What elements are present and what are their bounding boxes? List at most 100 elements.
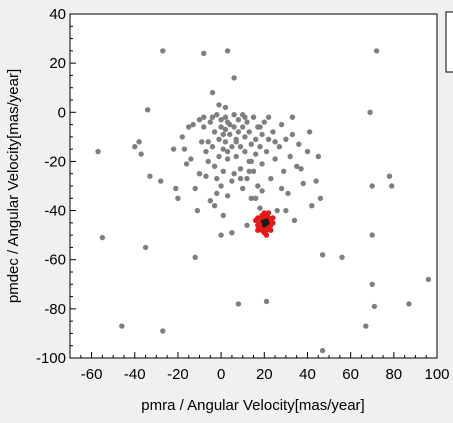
data-point bbox=[268, 175, 274, 182]
data-point bbox=[276, 144, 283, 150]
x-tick-label: 40 bbox=[299, 366, 316, 383]
data-point bbox=[201, 124, 207, 130]
data-point bbox=[222, 126, 229, 133]
data-point bbox=[246, 129, 252, 135]
data-point bbox=[406, 301, 412, 307]
data-point bbox=[363, 323, 369, 329]
data-point bbox=[298, 166, 304, 172]
data-point bbox=[242, 114, 248, 120]
data-point bbox=[389, 183, 395, 189]
data-point bbox=[220, 131, 226, 138]
data-point bbox=[147, 173, 153, 179]
data-point bbox=[274, 207, 280, 214]
data-point bbox=[218, 232, 224, 238]
data-point bbox=[95, 148, 101, 155]
x-axis: -60 -40 -20 0 20 40 60 80 100 bbox=[69, 352, 450, 383]
data-point bbox=[265, 220, 270, 226]
data-point bbox=[199, 139, 205, 145]
data-point bbox=[369, 232, 375, 238]
x-tick-label: -40 bbox=[124, 366, 146, 383]
y-axis-label: pmdec / Angular Velocity[mas/year] bbox=[5, 69, 22, 303]
data-point bbox=[373, 48, 380, 54]
data-point bbox=[220, 146, 226, 152]
data-point bbox=[263, 298, 270, 305]
data-point bbox=[244, 222, 250, 228]
data-point bbox=[261, 210, 267, 216]
data-point bbox=[231, 112, 237, 118]
series-1 bbox=[253, 210, 276, 238]
data-point bbox=[339, 254, 345, 260]
data-point bbox=[240, 185, 246, 192]
data-point bbox=[257, 144, 263, 150]
data-point bbox=[263, 148, 270, 155]
data-point bbox=[371, 303, 378, 310]
data-point bbox=[369, 183, 375, 189]
data-point bbox=[179, 134, 185, 140]
data-point bbox=[170, 146, 177, 152]
x-axis-label: pmra / Angular Velocity[mas/year] bbox=[141, 397, 364, 414]
data-point bbox=[278, 121, 285, 128]
data-point bbox=[132, 144, 138, 150]
data-point bbox=[259, 131, 265, 138]
data-point bbox=[289, 131, 296, 138]
data-point bbox=[222, 114, 229, 120]
data-point bbox=[201, 50, 207, 56]
data-point bbox=[386, 173, 393, 179]
data-point bbox=[231, 75, 237, 81]
x-tick-label: 60 bbox=[342, 366, 359, 383]
data-point bbox=[209, 89, 216, 96]
data-point bbox=[229, 230, 235, 236]
data-point bbox=[257, 124, 263, 130]
data-point bbox=[278, 185, 285, 192]
data-point bbox=[253, 195, 259, 201]
data-point bbox=[242, 148, 248, 155]
data-point bbox=[291, 217, 298, 224]
data-point bbox=[173, 185, 179, 192]
data-point bbox=[296, 141, 302, 147]
data-point bbox=[214, 175, 220, 182]
data-point bbox=[268, 227, 274, 233]
data-point bbox=[425, 276, 432, 283]
data-point bbox=[283, 207, 289, 214]
data-point bbox=[216, 136, 222, 142]
data-point bbox=[211, 163, 218, 169]
data-point bbox=[246, 168, 252, 174]
data-point bbox=[205, 139, 211, 145]
data-point bbox=[218, 124, 224, 130]
data-point bbox=[259, 227, 265, 233]
data-point bbox=[319, 252, 326, 258]
data-point bbox=[227, 131, 233, 138]
data-point bbox=[237, 144, 244, 150]
data-point bbox=[145, 107, 151, 113]
data-point bbox=[231, 124, 237, 130]
data-point bbox=[220, 212, 226, 219]
points-layer bbox=[95, 48, 432, 354]
data-point bbox=[257, 205, 263, 211]
data-point bbox=[265, 114, 272, 120]
data-point bbox=[136, 139, 142, 145]
data-point bbox=[196, 117, 203, 123]
data-point bbox=[222, 139, 229, 145]
x-tick-label: -20 bbox=[167, 366, 189, 383]
y-tick-label: 20 bbox=[49, 55, 66, 72]
y-tick-label: -60 bbox=[44, 252, 66, 269]
x-tick-label: 100 bbox=[424, 366, 449, 383]
data-point bbox=[235, 301, 242, 307]
y-axis: -100 -80 -60 -40 -20 0 20 40 bbox=[36, 6, 76, 367]
data-point bbox=[216, 153, 222, 160]
data-point bbox=[272, 139, 278, 145]
y-tick-label: -100 bbox=[36, 350, 66, 367]
data-point bbox=[237, 175, 244, 182]
y-tick-label: 0 bbox=[58, 104, 66, 121]
data-point bbox=[265, 210, 272, 216]
data-point bbox=[190, 121, 196, 128]
data-point bbox=[262, 223, 267, 228]
data-point bbox=[203, 173, 209, 179]
data-point bbox=[300, 180, 306, 187]
data-point bbox=[242, 134, 248, 140]
data-point bbox=[287, 153, 293, 160]
data-point bbox=[233, 139, 239, 145]
data-point bbox=[259, 188, 265, 194]
data-point bbox=[183, 161, 190, 167]
